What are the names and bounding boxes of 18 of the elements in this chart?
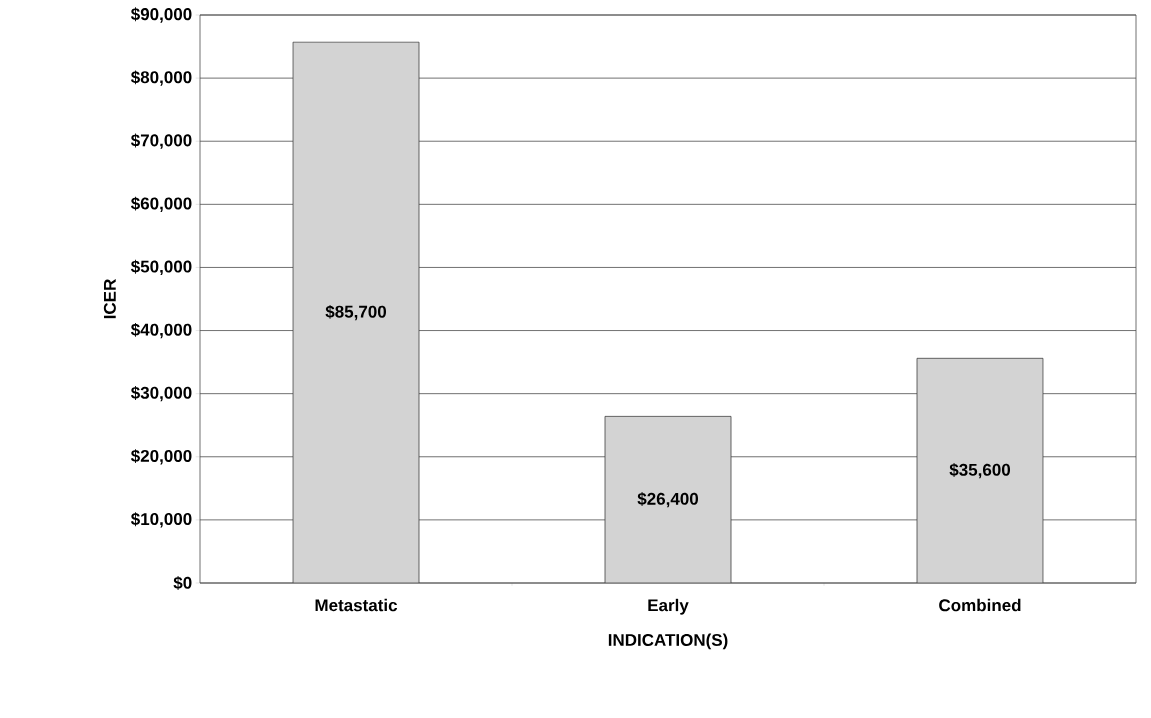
y-tick-label: $70,000 (130, 133, 192, 149)
data-label: $85,700 (325, 304, 387, 321)
y-tick-label: $60,000 (130, 196, 192, 212)
y-tick-label: $80,000 (130, 70, 192, 86)
data-label: $35,600 (949, 463, 1011, 479)
y-tick-label: $50,000 (130, 259, 192, 276)
y-tick-label: $20,000 (130, 449, 192, 465)
data-label: $26,400 (637, 492, 699, 508)
y-tick-label: $40,000 (130, 322, 192, 339)
y-tick-label: $10,000 (130, 512, 192, 528)
x-tick-label: Metastatic (315, 598, 398, 612)
x-axis-title: INDICATION(S) (608, 633, 728, 650)
y-tick-label: $30,000 (130, 386, 192, 402)
x-tick-label: Early (648, 598, 689, 615)
y-axis-title: ICER (103, 279, 116, 319)
y-tick-label: $0 (173, 576, 192, 590)
x-tick-label: Combined (939, 598, 1021, 612)
y-tick-label: $90,000 (130, 7, 192, 23)
